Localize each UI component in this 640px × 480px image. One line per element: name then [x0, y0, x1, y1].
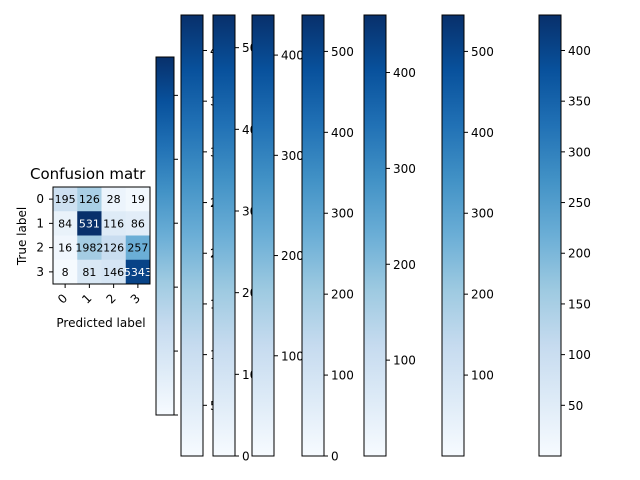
matrix-cell	[77, 235, 102, 261]
colorbar-gradient	[251, 14, 275, 457]
colorbar-tick-label: 400	[331, 126, 354, 140]
matrix-cell	[77, 259, 102, 285]
matrix-cell	[125, 235, 151, 261]
colorbar-gradient	[441, 14, 465, 457]
colorbar-tick-label: 200	[568, 247, 591, 261]
colorbar-tick-label: 300	[568, 145, 591, 159]
chart-title: Confusion matr	[30, 165, 146, 183]
colorbar-tick-label: 100	[331, 369, 354, 383]
colorbar-tick-label: 200	[281, 249, 304, 263]
matrix-cell	[125, 187, 151, 212]
y-tick-label: 2	[36, 241, 44, 255]
y-tick-label: 3	[36, 265, 44, 279]
cell-value-label: 126	[103, 242, 124, 255]
matrix-cell	[53, 235, 78, 261]
matrix-cell	[125, 211, 151, 236]
x-tick-label: 3	[128, 291, 143, 306]
cell-value-label: 116	[103, 217, 124, 230]
cell-value-label: 28	[107, 193, 121, 206]
cell-value-label: 257	[127, 242, 148, 255]
matrix-cell	[101, 187, 127, 212]
colorbar-tick-label: 50	[568, 399, 583, 413]
colorbar-tick-label: 200	[331, 288, 354, 302]
colorbar-tick-label: 300	[331, 207, 354, 221]
colorbar-tick-label: 200	[393, 258, 416, 272]
colorbar-gradient	[155, 56, 175, 416]
colorbar-tick-label: 500	[471, 45, 494, 59]
colorbar: 100 200 300 400 500	[441, 14, 494, 457]
cell-value-label: 126	[79, 193, 100, 206]
colorbar-tick-label: 100	[281, 349, 304, 363]
colorbar-tick-label: 300	[281, 149, 304, 163]
matrix-cell	[101, 259, 127, 285]
colorbar: 100 200 300 400	[251, 14, 304, 457]
colorbar-tick-label: 300	[393, 162, 416, 176]
colorbar-tick-label: 400	[471, 126, 494, 140]
matrix-cell	[77, 187, 102, 212]
cell-value-label: 86	[131, 217, 145, 230]
colorbar-tick-label: 0	[331, 450, 339, 464]
cell-value-label: 195	[55, 193, 76, 206]
colorbar-tick-label: 300	[471, 207, 494, 221]
y-tick-label: 1	[36, 216, 44, 230]
matrix-cell	[101, 211, 127, 236]
colorbar: 0 100 200 300 400 500	[301, 14, 354, 464]
colorbar: 50 100 150 200 250 300 350 400	[538, 14, 591, 457]
x-axis-label: Predicted label	[56, 316, 145, 330]
matrix-cell	[53, 187, 78, 212]
cell-value-label: 5343	[124, 266, 152, 279]
matrix-cell	[101, 235, 127, 261]
cell-value-label: 16	[58, 242, 72, 255]
colorbar-tick-label: 350	[568, 95, 591, 109]
colorbar-tick-label: 200	[471, 288, 494, 302]
y-tick-label: 0	[36, 192, 44, 206]
x-tick-label: 1	[79, 291, 94, 306]
x-tick-label: 0	[55, 291, 70, 306]
cell-value-label: 1982	[75, 242, 103, 255]
colorbar-gradient	[301, 14, 325, 457]
matrix-frame	[52, 186, 151, 285]
matrix-cell	[53, 259, 78, 285]
cell-value-label: 84	[58, 217, 72, 230]
colorbar-tick-label: 400	[568, 44, 591, 58]
y-axis-label: True label	[15, 207, 29, 266]
colorbar-tick-label: 100	[568, 348, 591, 362]
colorbar-tick-label: 500	[331, 45, 354, 59]
cell-value-label: 81	[82, 266, 96, 279]
colorbar-gradient	[180, 14, 204, 457]
cell-value-label: 531	[79, 217, 100, 230]
x-tick-label: 2	[103, 291, 118, 306]
colorbar-tick-label: 0	[242, 450, 250, 464]
colorbar-tick-label: 150	[568, 297, 591, 311]
colorbar-gradient	[363, 14, 387, 457]
cell-value-label: 19	[131, 193, 145, 206]
colorbar-gradient	[538, 14, 562, 457]
cell-value-label: 8	[62, 266, 69, 279]
colorbar-tick-label: 400	[393, 66, 416, 80]
cell-value-label: 146	[103, 266, 124, 279]
matrix-cell	[77, 211, 102, 236]
colorbar-tick-label: 250	[568, 196, 591, 210]
colorbar-gradient	[212, 14, 236, 457]
colorbars: 0100200300400500501001502002503003504000…	[155, 14, 591, 464]
colorbar-tick-label: 100	[393, 354, 416, 368]
matrix-cell	[53, 211, 78, 236]
matrix-cell	[125, 259, 151, 285]
colorbar-tick-label: 100	[471, 369, 494, 383]
colorbar: 100 200 300 400	[363, 14, 416, 457]
colorbar-tick-label: 400	[281, 49, 304, 63]
